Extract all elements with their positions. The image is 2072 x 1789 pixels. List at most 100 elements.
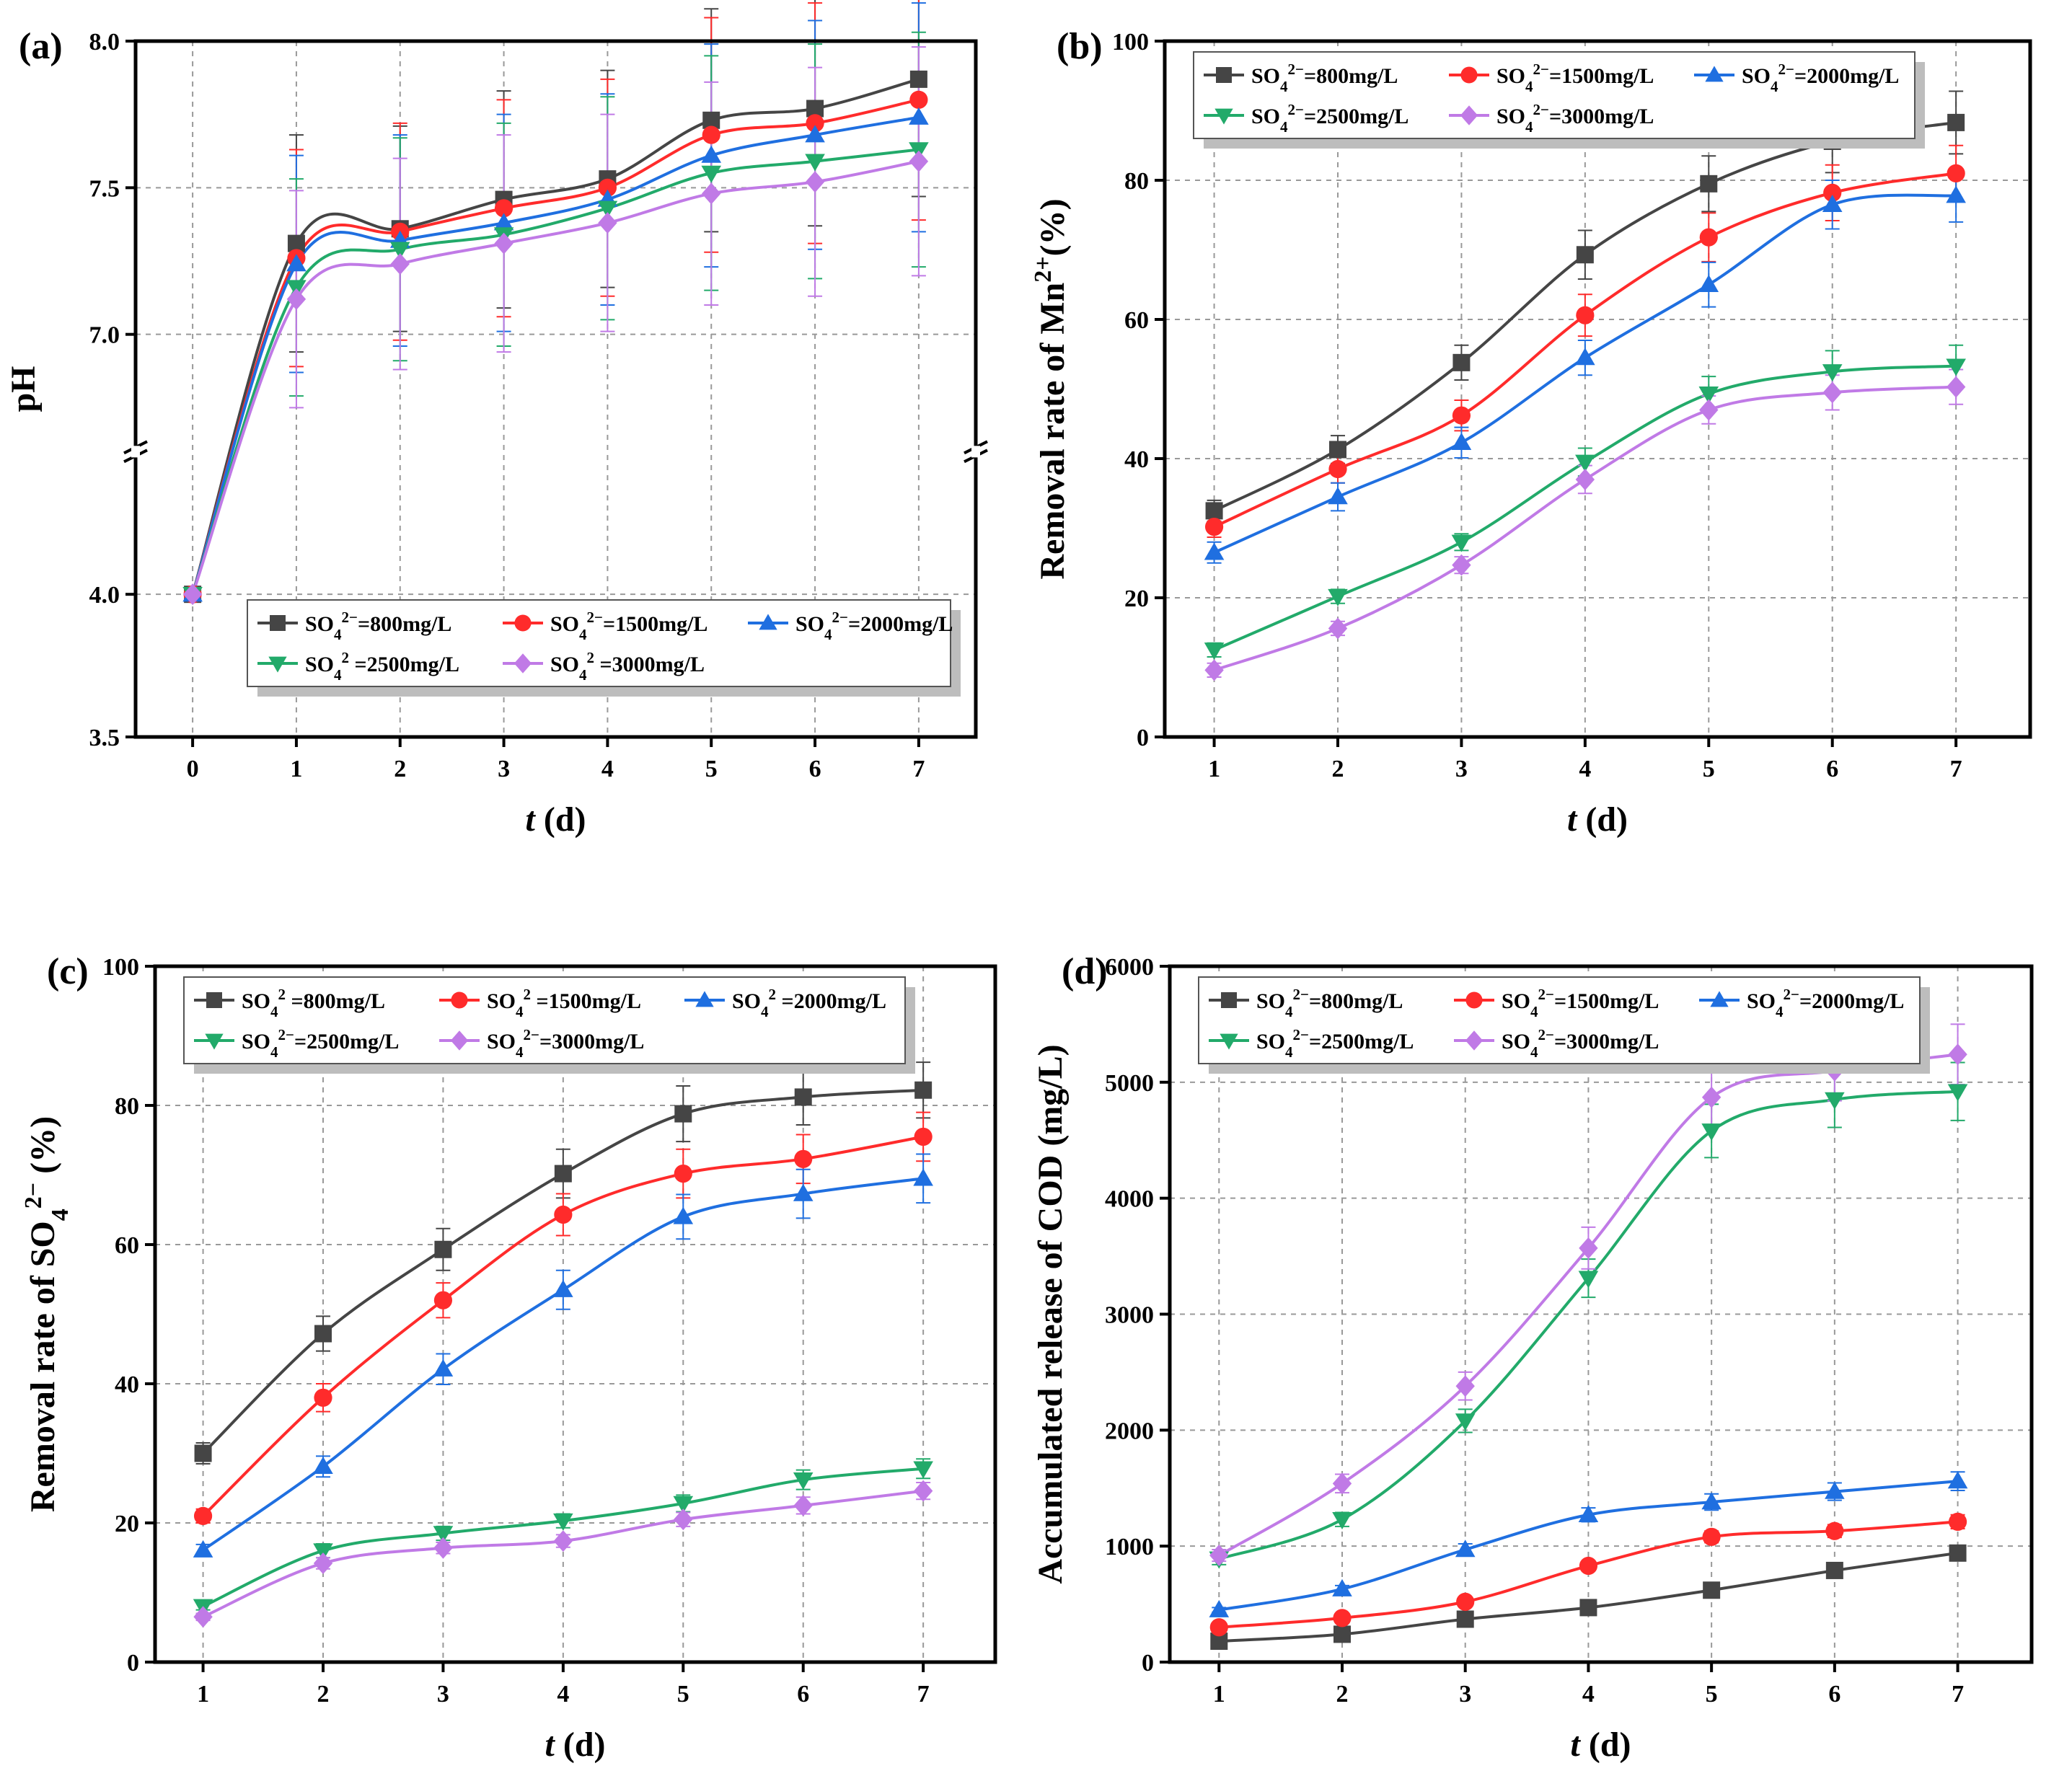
- data-point-800mg/L: [1825, 1561, 1843, 1579]
- data-point-800mg/L: [1329, 441, 1346, 459]
- x-tick-label: 4: [601, 756, 614, 782]
- data-point-3000mg/L: [1204, 659, 1224, 681]
- x-tick-label: 6: [1826, 756, 1838, 782]
- legend-label: SO42−=800mg/L: [1251, 61, 1398, 95]
- data-point-2000mg/L: [313, 1457, 333, 1475]
- data-point-1500mg/L: [1328, 459, 1347, 479]
- data-point-2000mg/L: [1451, 433, 1472, 451]
- x-axis-title: t (d): [525, 800, 586, 839]
- data-point-800mg/L: [434, 1240, 452, 1258]
- panel-label: (d): [1062, 951, 1108, 992]
- x-tick-label: 2: [1332, 756, 1344, 782]
- data-point-2000mg/L: [1825, 1481, 1845, 1499]
- data-point-3000mg/L: [1701, 1086, 1721, 1108]
- y-tick-label: 40: [1124, 446, 1149, 473]
- legend-label: SO42−=3000mg/L: [1502, 1026, 1659, 1061]
- data-point-1500mg/L: [1209, 1618, 1228, 1637]
- legend-marker: [451, 991, 468, 1009]
- data-point-2500mg/L: [1946, 358, 1966, 376]
- data-point-1500mg/L: [433, 1291, 453, 1309]
- chart-panel-a: 0 1 2 3 4 5 6 7 3.5 4.0 7.0 7.5 8.0 t (d) pH (a) SO42−=8…: [4, 0, 988, 839]
- x-tick-label: 7: [912, 756, 925, 782]
- data-point-1500mg/L: [909, 90, 928, 109]
- data-point-3000mg/L: [793, 1494, 813, 1516]
- legend-label: SO42 =1500mg/L: [487, 986, 641, 1020]
- data-point-1500mg/L: [674, 1164, 692, 1183]
- legend-label: SO42−=2500mg/L: [1251, 101, 1408, 136]
- y-tick-label: 60: [1124, 307, 1149, 334]
- data-point-2000mg/L: [493, 213, 514, 231]
- legend-marker: [270, 615, 286, 631]
- data-point-800mg/L: [909, 70, 927, 88]
- data-point-2000mg/L: [433, 1359, 454, 1377]
- x-tick-label: 5: [1706, 1681, 1718, 1708]
- data-point-800mg/L: [1452, 353, 1471, 371]
- y-axis-title: Removal rate of Mn2+(%): [1030, 198, 1072, 579]
- data-point-2500mg/L: [1698, 386, 1719, 405]
- data-point-1500mg/L: [1204, 517, 1224, 536]
- legend-marker: [1220, 1033, 1238, 1050]
- data-point-1500mg/L: [193, 1506, 213, 1525]
- data-point-2000mg/L: [701, 145, 722, 163]
- data-point-2000mg/L: [1947, 1471, 1968, 1489]
- data-point-1500mg/L: [702, 125, 720, 144]
- data-point-3000mg/L: [1455, 1375, 1475, 1397]
- y-tick-label: 80: [115, 1093, 139, 1120]
- data-point-3000mg/L: [702, 182, 721, 205]
- legend: SO42−=800mg/L SO42−=1500mg/L SO42−=2000mg/…: [1198, 976, 1930, 1074]
- legend-marker: [1465, 1030, 1484, 1051]
- legend-marker: [1460, 105, 1478, 125]
- x-tick-label: 4: [1582, 1681, 1595, 1708]
- x-tick-label: 5: [1703, 756, 1715, 782]
- y-tick-label: 20: [1124, 586, 1149, 612]
- data-point-2500mg/L: [1825, 1092, 1845, 1110]
- data-point-2000mg/L: [1698, 274, 1719, 292]
- series-line-3000mg/L: [191, 159, 920, 595]
- x-axis-title: t (d): [1567, 800, 1628, 839]
- data-point-800mg/L: [554, 1165, 572, 1183]
- data-point-1500mg/L: [1823, 183, 1842, 202]
- data-point-3000mg/L: [313, 1552, 333, 1574]
- data-point-2000mg/L: [1701, 1492, 1721, 1510]
- legend-label: SO42 =3000mg/L: [550, 649, 705, 684]
- y-tick-label: 4000: [1105, 1186, 1154, 1213]
- data-point-2500mg/L: [433, 1526, 454, 1544]
- data-point-2500mg/L: [701, 165, 722, 183]
- data-point-2000mg/L: [1455, 1540, 1476, 1558]
- data-point-2500mg/L: [1578, 1271, 1599, 1289]
- legend-marker: [1214, 108, 1233, 125]
- data-point-2500mg/L: [1575, 454, 1595, 472]
- data-point-3000mg/L: [1699, 399, 1719, 421]
- data-point-2000mg/L: [1209, 1599, 1230, 1617]
- legend: SO42−=800mg/L SO42−=1500mg/L SO42−=2000mg/…: [247, 599, 961, 697]
- x-tick-label: 4: [1579, 756, 1591, 782]
- x-tick-label: 5: [705, 756, 718, 782]
- data-point-1500mg/L: [1825, 1521, 1844, 1540]
- data-point-2500mg/L: [553, 1513, 573, 1531]
- data-point-2000mg/L: [1332, 1578, 1352, 1596]
- legend-marker: [1710, 991, 1729, 1007]
- y-tick-label: 80: [1124, 168, 1149, 195]
- y-tick-label: 7.5: [89, 175, 120, 202]
- y-tick-label: 3000: [1105, 1302, 1154, 1329]
- series-line-2500mg/L: [191, 148, 920, 595]
- y-tick-label: 5000: [1105, 1070, 1154, 1097]
- data-point-800mg/L: [1333, 1625, 1351, 1643]
- x-tick-label: 6: [1828, 1681, 1840, 1708]
- data-point-3000mg/L: [553, 1530, 573, 1552]
- y-tick-label: 3.5: [89, 725, 120, 751]
- data-point-3000mg/L: [1332, 1472, 1352, 1495]
- data-point-2000mg/L: [913, 1168, 933, 1186]
- y-tick-label: 2000: [1105, 1418, 1154, 1444]
- y-axis-title: Accumulated release of COD (mg/L): [1031, 1044, 1070, 1583]
- data-point-3000mg/L: [1822, 381, 1842, 404]
- legend-label: SO42−=1500mg/L: [550, 609, 707, 643]
- x-tick-label: 3: [1455, 756, 1468, 782]
- data-point-800mg/L: [1456, 1610, 1474, 1628]
- x-tick-label: 5: [677, 1681, 689, 1708]
- data-point-2000mg/L: [553, 1279, 573, 1297]
- x-tick-label: 6: [797, 1681, 809, 1708]
- data-point-3000mg/L: [598, 212, 617, 234]
- legend-marker: [450, 1030, 469, 1051]
- legend-label: SO42 =2000mg/L: [732, 986, 886, 1020]
